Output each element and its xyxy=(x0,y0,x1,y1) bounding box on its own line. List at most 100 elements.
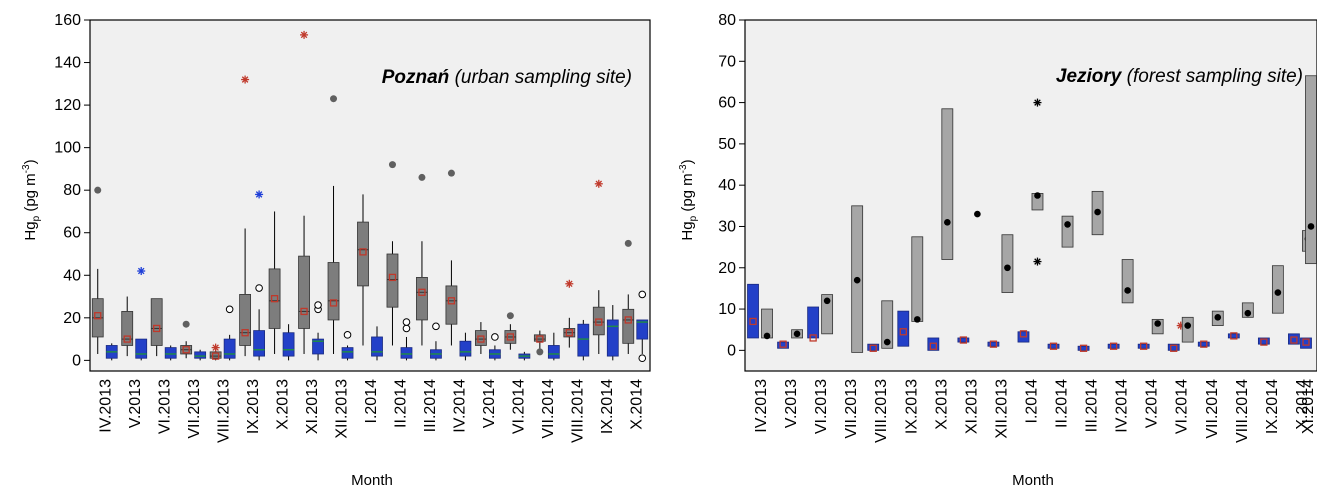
r-x-tick-label: XI.2013 xyxy=(963,379,980,434)
mean-dot xyxy=(1094,208,1101,216)
r-y-tick-label: 40 xyxy=(718,177,736,194)
mean-marker xyxy=(211,352,220,360)
r-x-tick-label: VIII.2013 xyxy=(873,379,890,443)
r-x-tick-label: IX.2014 xyxy=(1264,379,1281,434)
mean-dot xyxy=(1004,264,1011,272)
left-ylabel-close: ) xyxy=(22,159,39,164)
mean-dot xyxy=(853,276,861,284)
left-plot-area xyxy=(89,19,651,372)
extreme-outlier-star xyxy=(565,279,574,288)
mean-marker xyxy=(182,346,190,354)
mean-dot xyxy=(823,297,831,305)
outlier-open-circle xyxy=(432,322,440,331)
grey-box xyxy=(327,262,340,321)
left-box-marks xyxy=(91,30,649,363)
mean-marker xyxy=(929,342,937,350)
blue-box xyxy=(957,337,970,343)
mean-marker xyxy=(153,324,161,333)
outlier-dot xyxy=(182,320,190,328)
l-y-tick-label: 20 xyxy=(63,310,81,327)
left-ylabel-exp: -3 xyxy=(21,164,32,173)
outlier-open-circle xyxy=(638,290,647,299)
l-y-tick-label: 60 xyxy=(63,225,81,242)
extreme-outlier-star xyxy=(1033,257,1042,266)
r-x-tick-label: II.2014 xyxy=(1054,379,1071,428)
outlier-dot xyxy=(330,95,338,103)
left-title-site: Poznań xyxy=(382,67,450,88)
extreme-outlier-star xyxy=(255,190,264,199)
r-x-tick-label: VII.2014 xyxy=(1204,379,1221,439)
mean-marker xyxy=(565,329,573,337)
r-x-tick-label: X.2014 xyxy=(1294,379,1311,430)
r-x-tick-label: V.2013 xyxy=(783,379,800,428)
mean-marker xyxy=(447,297,456,305)
right-x-ticks: IV.2013 V.2013 VI.2013 VII.2013 VIII.2013 IX.… xyxy=(753,379,1317,443)
l-x-tick-label: V.2013 xyxy=(127,379,144,428)
mean-marker xyxy=(899,328,907,336)
extreme-outlier-star-stroke xyxy=(1034,258,1041,265)
mean-marker xyxy=(1230,332,1238,340)
l-y-tick-label: 120 xyxy=(54,97,81,114)
left-y-axis-label: Hgp (pg m-3) xyxy=(21,159,42,240)
blue-box xyxy=(606,319,619,357)
right-ylabel-unit: (pg m xyxy=(679,173,696,216)
blue-box xyxy=(747,283,759,339)
l-x-tick-label: VI.2014 xyxy=(510,379,527,434)
mean-marker xyxy=(329,299,338,307)
l-y-tick-label: 140 xyxy=(54,55,81,72)
r-x-tick-label: X.2013 xyxy=(933,379,950,430)
r-x-tick-label: VII.2013 xyxy=(843,379,860,439)
mean-dot xyxy=(1154,320,1161,327)
mean-dot xyxy=(1307,223,1315,230)
r-x-tick-label: III.2014 xyxy=(1084,379,1101,432)
extreme-outlier-star-stroke xyxy=(566,280,573,288)
right-ylabel-exp: -3 xyxy=(678,164,689,173)
grey-box xyxy=(622,308,635,344)
l-x-tick-label: X.2014 xyxy=(628,379,645,430)
grey-box xyxy=(474,330,487,346)
right-ylabel-main: Hg xyxy=(679,221,696,240)
mean-marker xyxy=(1302,338,1310,346)
grey-box xyxy=(150,298,163,346)
blue-box xyxy=(636,319,649,340)
blue-box xyxy=(1047,343,1060,349)
mean-marker xyxy=(595,318,603,326)
right-ylabel-sub: p xyxy=(688,215,699,221)
r-x-tick-label: IX.2013 xyxy=(903,379,920,434)
r-y-tick-label: 20 xyxy=(718,260,736,277)
mean-marker xyxy=(1079,344,1088,352)
mean-marker xyxy=(94,312,102,320)
l-x-tick-label: X.2013 xyxy=(275,379,292,430)
mean-dot xyxy=(913,316,921,323)
blue-box xyxy=(1137,343,1150,349)
mean-marker xyxy=(989,340,998,348)
blue-box xyxy=(459,340,472,357)
mean-marker xyxy=(1109,342,1118,350)
l-x-tick-label: IX.2014 xyxy=(599,379,616,434)
mean-marker xyxy=(477,335,485,343)
blue-box xyxy=(777,341,789,349)
blue-box xyxy=(577,323,590,357)
l-y-tick-label: 160 xyxy=(54,12,81,29)
mean-dot xyxy=(974,210,981,218)
mean-marker xyxy=(1290,336,1298,344)
mean-marker xyxy=(1140,342,1148,350)
mean-dot xyxy=(883,338,891,346)
mean-marker xyxy=(270,295,279,303)
l-y-tick-label: 40 xyxy=(63,267,81,284)
l-x-tick-label: VIII.2014 xyxy=(569,379,586,443)
blue-box xyxy=(1107,343,1120,349)
blue-box xyxy=(371,336,383,357)
grey-box xyxy=(1121,259,1134,304)
blue-box xyxy=(867,343,880,351)
outlier-open-circle xyxy=(491,333,499,341)
l-x-tick-label: II.2014 xyxy=(392,379,409,428)
mean-dot xyxy=(1214,314,1222,321)
outlier-open-circle xyxy=(225,305,234,314)
grey-box xyxy=(1305,75,1317,265)
l-x-tick-label: IV.2013 xyxy=(98,379,115,433)
r-x-tick-label: VIII.2014 xyxy=(1234,379,1251,443)
outlier-open-circle xyxy=(255,284,263,292)
grey-box xyxy=(1181,316,1194,343)
mean-dot xyxy=(1034,192,1041,199)
